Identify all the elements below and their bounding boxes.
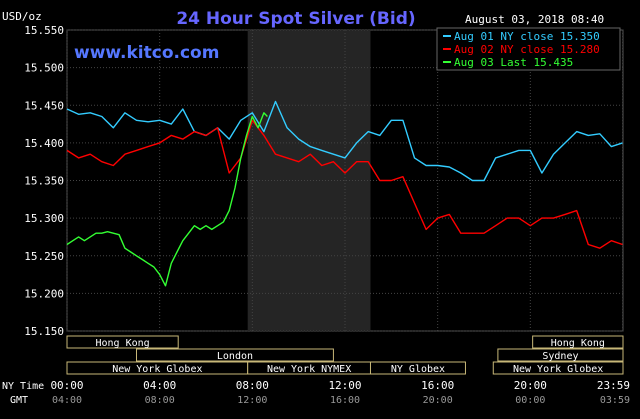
session-bar	[492, 361, 624, 375]
x-tick-ny: 23:59	[597, 379, 630, 392]
y-tick-label: 15.400	[24, 137, 64, 150]
legend: Aug 01 NY close 15.350 Aug 02 NY close 1…	[436, 27, 621, 71]
x-tick-ny: 04:00	[143, 379, 176, 392]
y-tick-label: 15.550	[24, 24, 64, 37]
session-label: New York NYMEX	[267, 364, 351, 375]
series-line-2	[66, 112, 268, 287]
y-tick-label: 15.300	[24, 212, 64, 225]
session-label: NY Globex	[391, 364, 445, 375]
x-tick-ny: 00:00	[50, 379, 83, 392]
x-tick-gmt: 00:00	[515, 395, 545, 406]
session-label: New York Globex	[112, 364, 202, 375]
session-label: Sydney	[542, 351, 578, 362]
x-tick-ny: 08:00	[236, 379, 269, 392]
kitco-watermark: www.kitco.com	[74, 43, 219, 63]
session-bar	[532, 335, 624, 349]
chart-datetime: August 03, 2018 08:40	[465, 13, 604, 26]
legend-box	[436, 27, 621, 71]
y-tick-label: 15.200	[24, 287, 64, 300]
legend-entry-aug03: Aug 03 Last 15.435	[454, 56, 573, 69]
y-axis-ticks: 15.550 15.500 15.450 15.400 15.350 15.300 15.2…	[24, 24, 64, 338]
session-label: London	[217, 351, 253, 362]
gmt-label: GMT	[10, 395, 28, 406]
legend-entry-aug02: Aug 02 NY close 15.280	[454, 43, 600, 56]
session-label: New York Globex	[513, 364, 603, 375]
grid-lines	[66, 29, 624, 332]
x-tick-gmt: 03:59	[600, 395, 630, 406]
chart-title: 24 Hour Spot Silver (Bid)	[176, 9, 415, 29]
session-bar	[369, 361, 466, 375]
y-tick-label: 15.350	[24, 175, 64, 188]
x-tick-ny: 16:00	[421, 379, 454, 392]
series-line-0	[66, 100, 623, 182]
series-line-1	[66, 119, 623, 249]
y-tick-label: 15.250	[24, 250, 64, 263]
x-tick-gmt: 04:00	[52, 395, 82, 406]
ny-time-label: NY Time	[2, 381, 44, 392]
x-tick-ny: 20:00	[514, 379, 547, 392]
session-bar	[66, 335, 179, 349]
x-tick-gmt: 20:00	[423, 395, 453, 406]
x-axis-ticks: 00:00 04:00 04:00 08:00 08:00 12:00 12:00 16:00…	[50, 379, 630, 406]
legend-entry-aug01: Aug 01 NY close 15.350	[454, 30, 600, 43]
x-tick-ny: 12:00	[328, 379, 361, 392]
y-tick-label: 15.500	[24, 62, 64, 75]
market-sessions: Hong Kong Hong Kong London Sydney New York G…	[66, 335, 624, 375]
session-bar	[136, 348, 334, 362]
y-tick-label: 15.150	[24, 325, 64, 338]
series-layer	[66, 100, 623, 287]
x-tick-gmt: 12:00	[237, 395, 267, 406]
y-tick-label: 15.450	[24, 99, 64, 112]
session-label: Hong Kong	[551, 338, 605, 349]
session-label: Hong Kong	[96, 338, 150, 349]
y-axis-label: USD/oz	[2, 10, 42, 23]
session-bar	[497, 348, 624, 362]
x-tick-gmt: 16:00	[330, 395, 360, 406]
x-tick-gmt: 08:00	[145, 395, 175, 406]
